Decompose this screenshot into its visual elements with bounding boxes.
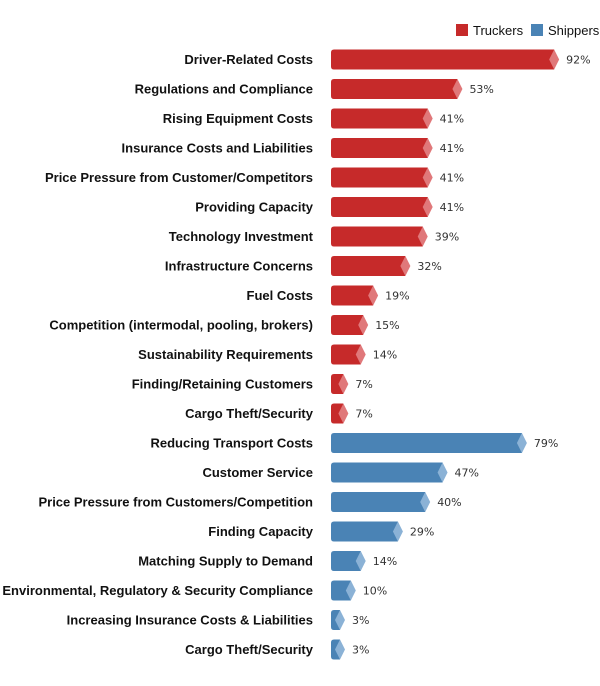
bar xyxy=(331,403,344,424)
bar xyxy=(331,374,344,394)
data-label: 14% xyxy=(373,555,397,568)
bar-tip xyxy=(400,256,411,276)
bar xyxy=(331,138,428,158)
legend-swatch-shippers xyxy=(531,24,543,36)
category-label: Finding Capacity xyxy=(208,524,314,539)
bar xyxy=(331,315,364,335)
bar-tip xyxy=(335,639,345,660)
bar-tip xyxy=(355,551,366,571)
bar xyxy=(331,462,443,483)
legend-label-shippers: Shippers xyxy=(548,23,600,38)
bar xyxy=(331,79,458,99)
data-label: 92% xyxy=(566,54,590,67)
data-label: 32% xyxy=(417,260,441,273)
category-label: Reducing Transport Costs xyxy=(150,436,313,451)
data-label: 41% xyxy=(440,201,464,214)
data-label: 40% xyxy=(437,496,461,509)
bar-tip xyxy=(437,462,448,483)
bar-tip xyxy=(358,315,369,335)
bar xyxy=(331,108,428,129)
bar-tip xyxy=(420,492,431,512)
legend-swatch-truckers xyxy=(456,24,468,36)
category-label: Providing Capacity xyxy=(195,200,314,215)
bar xyxy=(331,285,374,306)
category-label: Customer Service xyxy=(202,465,313,480)
bar-tip xyxy=(422,138,433,158)
bar-tip xyxy=(422,197,433,217)
data-label: 41% xyxy=(440,172,464,185)
category-label: Price Pressure from Customers/Competitio… xyxy=(38,495,313,510)
bar-tip xyxy=(516,433,527,453)
bar xyxy=(331,521,398,542)
bar-tip xyxy=(338,403,349,424)
data-label: 41% xyxy=(440,113,464,126)
bar-tip xyxy=(452,79,463,99)
data-label: 7% xyxy=(355,408,372,421)
bar xyxy=(331,433,522,453)
category-label: Matching Supply to Demand xyxy=(138,554,313,569)
bar-tip xyxy=(338,374,349,394)
bar-tip xyxy=(417,226,428,247)
category-label: Fuel Costs xyxy=(247,288,313,303)
bar-tip xyxy=(335,610,345,630)
data-label: 3% xyxy=(352,644,369,657)
category-label: Competition (intermodal, pooling, broker… xyxy=(49,318,313,333)
category-label: Environmental, Regulatory & Security Com… xyxy=(2,583,313,598)
category-label: Increasing Insurance Costs & Liabilities xyxy=(67,613,313,628)
legend-label-truckers: Truckers xyxy=(473,23,524,38)
bar-tip xyxy=(549,49,560,70)
category-label: Driver-Related Costs xyxy=(184,52,313,67)
data-label: 47% xyxy=(455,467,479,480)
category-label: Regulations and Compliance xyxy=(135,82,313,97)
bar-tip xyxy=(422,108,433,129)
bar xyxy=(331,492,426,512)
bar xyxy=(331,226,423,247)
data-label: 19% xyxy=(385,290,409,303)
bar xyxy=(331,551,361,571)
bar xyxy=(331,256,406,276)
bar-tip xyxy=(422,167,433,188)
data-label: 79% xyxy=(534,437,558,450)
category-label: Cargo Theft/Security xyxy=(185,642,314,657)
bar xyxy=(331,344,361,365)
data-label: 15% xyxy=(375,319,399,332)
category-label: Technology Investment xyxy=(169,229,314,244)
data-label: 29% xyxy=(410,526,434,539)
category-label: Rising Equipment Costs xyxy=(163,111,313,126)
category-label: Price Pressure from Customer/Competitors xyxy=(45,170,313,185)
bar xyxy=(331,167,428,188)
bar-tip xyxy=(392,521,403,542)
data-label: 14% xyxy=(373,349,397,362)
data-label: 39% xyxy=(435,231,459,244)
bar xyxy=(331,49,555,70)
category-label: Insurance Costs and Liabilities xyxy=(122,141,313,156)
bar-tip xyxy=(368,285,379,306)
bar-tip xyxy=(345,580,356,601)
bar-tip xyxy=(355,344,366,365)
data-label: 3% xyxy=(352,614,369,627)
data-label: 41% xyxy=(440,142,464,155)
category-label: Finding/Retaining Customers xyxy=(132,377,313,392)
data-label: 53% xyxy=(469,83,493,96)
category-label: Cargo Theft/Security xyxy=(185,406,314,421)
bar xyxy=(331,580,351,601)
data-label: 7% xyxy=(355,378,372,391)
category-label: Infrastructure Concerns xyxy=(165,259,313,274)
data-label: 10% xyxy=(363,585,387,598)
category-label: Sustainability Requirements xyxy=(138,347,313,362)
bar xyxy=(331,197,428,217)
